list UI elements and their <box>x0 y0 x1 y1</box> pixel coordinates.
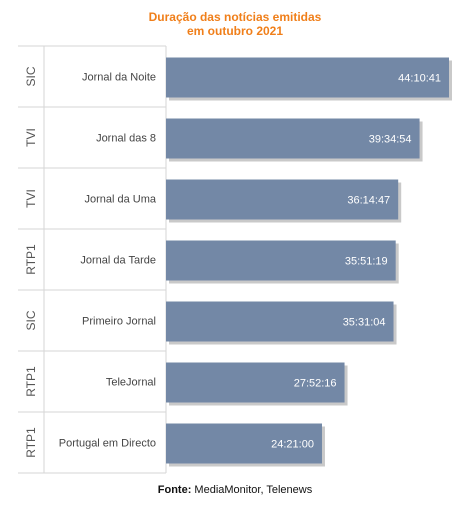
bar-data-label: 39:34:54 <box>369 134 412 146</box>
category-tick-label: Portugal em Directo <box>59 438 156 450</box>
source-label: Fonte: <box>157 484 192 496</box>
bar-data-label: 24:21:00 <box>271 439 314 451</box>
chart-title-line2: em outubro 2021 <box>186 24 284 38</box>
bar <box>166 362 345 403</box>
bar-data-label: 35:31:04 <box>343 317 386 329</box>
bar-data-label: 44:10:41 <box>398 73 441 85</box>
bar-data-label: 35:51:19 <box>345 256 388 268</box>
bar <box>166 240 396 281</box>
category-tick-label: Jornal da Noite <box>82 72 156 84</box>
channel-label: RTP1 <box>24 427 38 458</box>
channel-label: SIC <box>24 66 38 86</box>
channel-label: RTP1 <box>24 244 38 275</box>
category-tick-label: Primeiro Jornal <box>82 316 156 328</box>
chart-title-line1: Duração das notícias emitidas <box>148 10 322 24</box>
category-tick-label: Jornal da Uma <box>84 194 156 206</box>
bar <box>166 179 399 220</box>
source-footer: Fonte: MediaMonitor, Telenews <box>0 484 470 496</box>
bar <box>166 301 394 342</box>
channel-label: RTP1 <box>24 366 38 397</box>
source-text: MediaMonitor, Telenews <box>191 484 313 496</box>
channel-label: SIC <box>24 310 38 330</box>
channel-label: TVI <box>24 128 38 147</box>
bar <box>166 423 322 464</box>
chart-title: Duração das notícias emitidas em outubro… <box>0 10 470 38</box>
bar-data-label: 36:14:47 <box>347 195 390 207</box>
category-tick-label: Jornal da Tarde <box>80 255 156 267</box>
channel-label: TVI <box>24 189 38 208</box>
bar <box>166 57 449 98</box>
bar <box>166 118 420 159</box>
category-tick-label: Jornal das 8 <box>96 133 156 145</box>
bar-chart: SIC Jornal da Noite 44:10:41 TVI Jornal das … <box>18 45 452 474</box>
category-tick-label: TeleJornal <box>106 377 156 389</box>
bar-data-label: 27:52:16 <box>294 378 337 390</box>
